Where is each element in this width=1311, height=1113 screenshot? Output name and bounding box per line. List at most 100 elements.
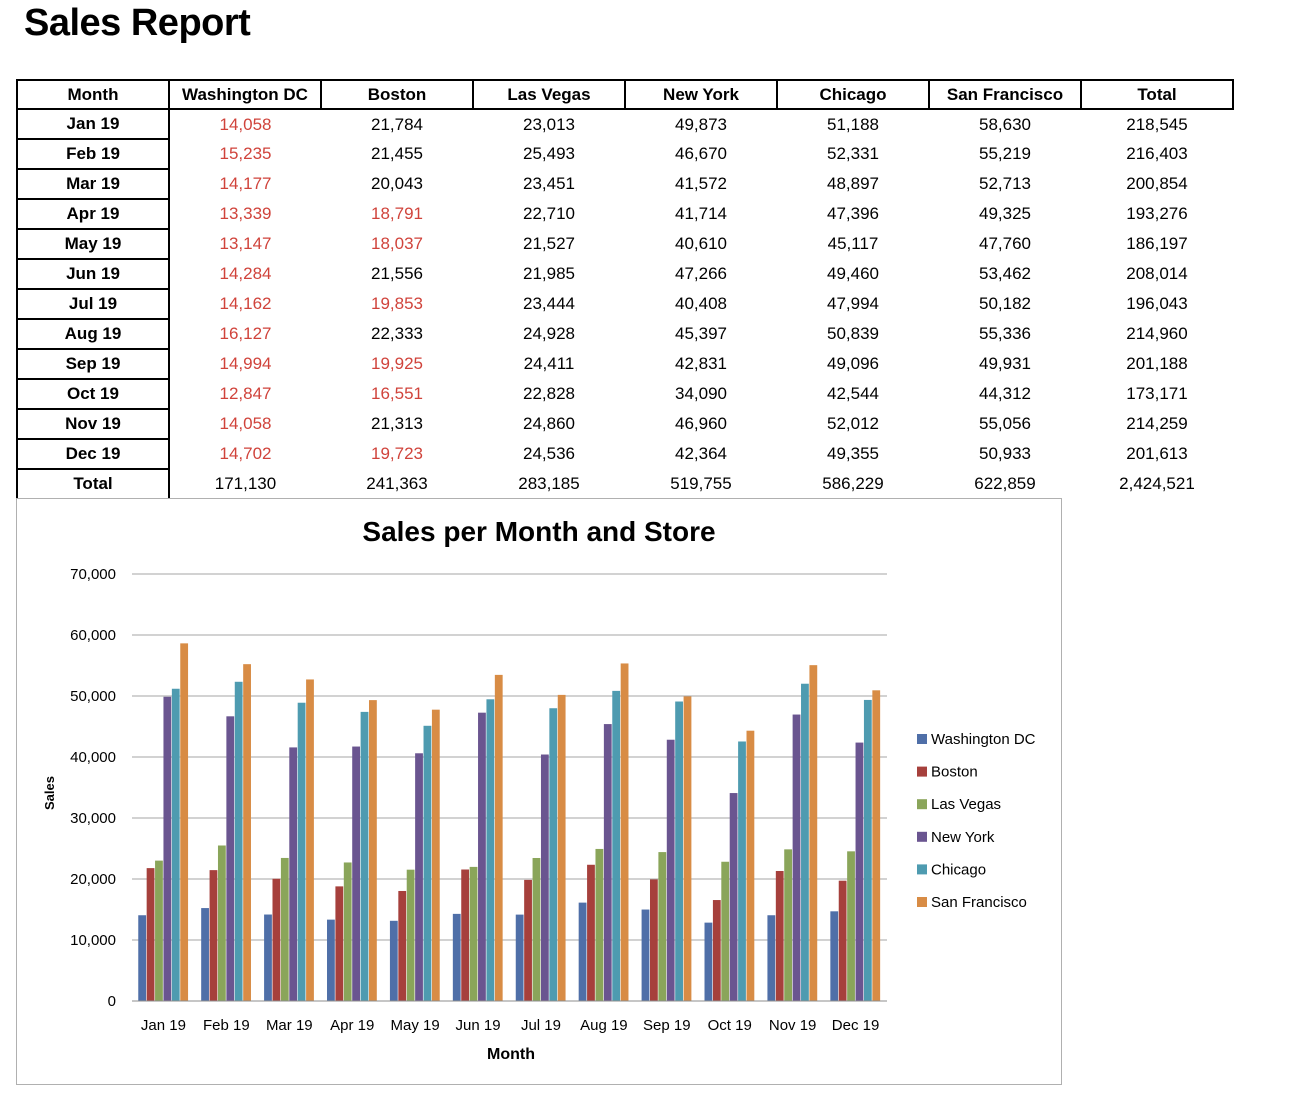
sales-cell: 50,182: [979, 294, 1031, 313]
sales-cell: 24,536: [523, 444, 575, 463]
bar: [335, 886, 344, 1001]
table-row: Dec 19 14,702 19,723 24,536 42,364 49,355 50,9…: [16, 439, 1233, 470]
bar: [620, 663, 629, 1001]
table-row: Nov 19 14,058 21,313 24,860 46,960 52,012 55,0…: [16, 409, 1233, 440]
bar: [352, 746, 361, 1001]
sales-cell: 42,364: [675, 444, 727, 463]
month-label: Dec 19: [16, 439, 170, 470]
sales-cell: 15,235: [219, 144, 272, 163]
sales-cell: 47,994: [827, 294, 879, 313]
y-tick-label: 0: [108, 993, 116, 1010]
row-total-cell: 208,014: [1126, 264, 1188, 283]
sales-cell: 52,713: [979, 174, 1031, 193]
sales-cell: 45,397: [675, 324, 727, 343]
sales-cell: 23,451: [523, 174, 575, 193]
bar: [180, 643, 189, 1001]
bar: [469, 866, 478, 1001]
sales-cell: 21,455: [371, 144, 423, 163]
bar: [838, 880, 847, 1001]
bar: [234, 681, 243, 1001]
bar: [767, 915, 776, 1001]
table-row: Jul 19 14,162 19,853 23,444 40,408 47,994 50,1…: [16, 289, 1233, 320]
y-tick-label: 50,000: [70, 688, 116, 705]
x-tick-label: Sep 19: [643, 1017, 691, 1034]
legend-label: Washington DC: [931, 731, 1036, 748]
bar: [729, 793, 738, 1001]
sales-cell: 49,325: [979, 204, 1031, 223]
month-label: Jan 19: [16, 109, 170, 140]
legend-label: Boston: [931, 764, 978, 781]
header-cell-store: Chicago: [776, 79, 930, 110]
table-body: Jan 19 14,058 21,784 23,013 49,873 51,188 58,6…: [16, 109, 1233, 470]
chart-legend: Washington DC Boston Las Vegas New York Chic…: [917, 731, 1036, 911]
month-label: Jun 19: [16, 259, 170, 290]
table-row: Feb 19 15,235 21,455 25,493 46,670 52,331 55,2…: [16, 139, 1233, 170]
sales-cell: 53,462: [979, 264, 1031, 283]
bar: [369, 700, 377, 1001]
legend-swatch: [917, 766, 927, 777]
header-cell-store: Washington DC: [168, 79, 322, 110]
sales-cell: 24,928: [523, 324, 575, 343]
month-label: Jul 19: [16, 289, 170, 320]
sales-cell: 18,791: [371, 204, 423, 223]
sales-cell: 49,873: [675, 114, 727, 134]
sales-cell: 21,313: [371, 414, 423, 433]
row-total-cell: 193,276: [1126, 204, 1188, 223]
bar: [595, 848, 604, 1001]
row-total-cell: 173,171: [1126, 384, 1188, 403]
x-tick-label: Jul 19: [521, 1017, 561, 1034]
page-title: Sales Report: [24, 2, 251, 44]
bar: [163, 696, 172, 1001]
sales-cell: 14,702: [219, 444, 272, 463]
sales-cell: 25,493: [523, 144, 575, 163]
sales-cell: 34,090: [675, 384, 727, 403]
sales-cell: 21,556: [371, 264, 423, 283]
bar: [540, 754, 549, 1001]
y-tick-label: 30,000: [70, 810, 116, 827]
column-total-cell: 171,130: [214, 474, 277, 493]
month-label: Oct 19: [16, 379, 170, 410]
sales-cell: 19,853: [371, 294, 423, 313]
header-cell-store: Las Vegas: [472, 79, 626, 110]
sales-cell: 40,408: [675, 294, 727, 313]
bar: [171, 688, 180, 1001]
sales-cell: 20,043: [371, 174, 423, 193]
sales-cell: 22,333: [371, 324, 423, 343]
bar: [746, 730, 755, 1001]
row-total-cell: 214,960: [1126, 324, 1188, 343]
bar: [398, 890, 407, 1001]
bar: [264, 914, 272, 1001]
sales-cell: 47,760: [979, 234, 1031, 253]
bar: [704, 922, 713, 1001]
bar: [217, 845, 226, 1001]
sales-cell: 51,188: [827, 114, 879, 134]
x-tick-label: Mar 19: [266, 1017, 313, 1034]
sales-cell: 19,925: [371, 354, 423, 373]
bar: [486, 699, 495, 1001]
bar: [649, 879, 658, 1001]
sales-cell: 16,551: [371, 384, 423, 403]
sales-cell: 52,331: [827, 144, 879, 163]
row-total-cell: 214,259: [1126, 414, 1188, 433]
grand-total-cell: 2,424,521: [1119, 474, 1195, 493]
x-tick-label: Nov 19: [769, 1017, 817, 1034]
sales-cell: 41,714: [675, 204, 727, 223]
chart-axes: 0 10,000 20,000 30,000 40,000 50,000 60,000 70,…: [70, 566, 887, 1034]
sales-cell: 47,396: [827, 204, 879, 223]
sales-cell: 14,284: [219, 264, 272, 283]
sales-cell: 55,336: [979, 324, 1031, 343]
row-total-cell: 196,043: [1126, 294, 1188, 313]
x-axis-label: Month: [487, 1046, 535, 1063]
table-row: Mar 19 14,177 20,043 23,451 41,572 48,897 52,7…: [16, 169, 1233, 200]
bar: [343, 862, 352, 1001]
bar: [146, 868, 155, 1001]
bar: [712, 900, 721, 1001]
sales-cell: 19,723: [371, 444, 423, 463]
bar: [389, 920, 398, 1001]
column-total-cell: 586,229: [822, 474, 884, 493]
sales-cell: 16,127: [219, 324, 272, 343]
bar: [360, 711, 369, 1001]
bar: [809, 665, 818, 1001]
sales-cell: 49,355: [827, 444, 879, 463]
x-tick-label: Apr 19: [330, 1017, 374, 1034]
